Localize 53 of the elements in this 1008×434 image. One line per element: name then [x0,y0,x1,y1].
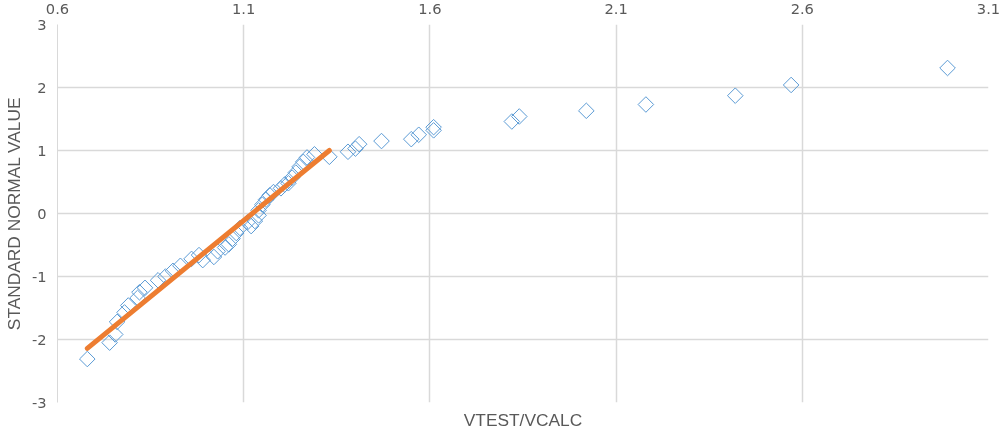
y-tick-label: 3 [37,15,47,33]
point [373,132,390,150]
y-tick-label: -1 [31,267,47,285]
point [101,334,118,351]
point [254,196,271,213]
point [503,113,521,130]
point [283,169,301,186]
point [79,350,96,368]
point [276,176,293,193]
point [350,135,368,153]
y-tick-label: 0 [37,204,47,222]
point [403,130,420,148]
point [425,122,442,139]
y-tick-label: 2 [37,78,47,96]
y-axis-title: STANDARD NORMAL VALUE [3,97,24,331]
y-tick-label: -2 [31,330,47,348]
point [205,248,223,266]
point [265,183,282,201]
x-tick-label: 0.6 [45,0,70,17]
point [108,313,126,331]
point [578,102,595,120]
point [939,59,956,77]
x-tick-label: 2.1 [604,0,628,17]
point [131,283,148,301]
x-axis-title: VTEST/VCALC [463,409,583,430]
point [250,202,267,219]
point [637,96,655,113]
point [149,272,167,289]
point [136,279,154,297]
point [257,191,275,208]
point [220,236,238,253]
x-tick-label: 1.6 [418,0,442,17]
point [425,118,442,136]
point [511,108,528,125]
point [410,126,428,144]
point [216,239,234,256]
point [280,174,297,192]
point [339,143,357,161]
x-tick-label: 1.1 [232,0,256,17]
x-tick-label: 3.1 [976,0,1001,17]
point [272,180,290,197]
point [209,243,226,260]
point [246,212,264,230]
point [190,246,208,264]
point [242,217,260,235]
x-tick-label: 2.6 [790,0,814,17]
y-tick-label: -3 [31,393,47,411]
point [782,76,800,94]
point [726,87,744,104]
point [295,153,312,171]
point [347,140,364,157]
point [298,149,316,166]
y-tick-label: 1 [37,141,47,159]
